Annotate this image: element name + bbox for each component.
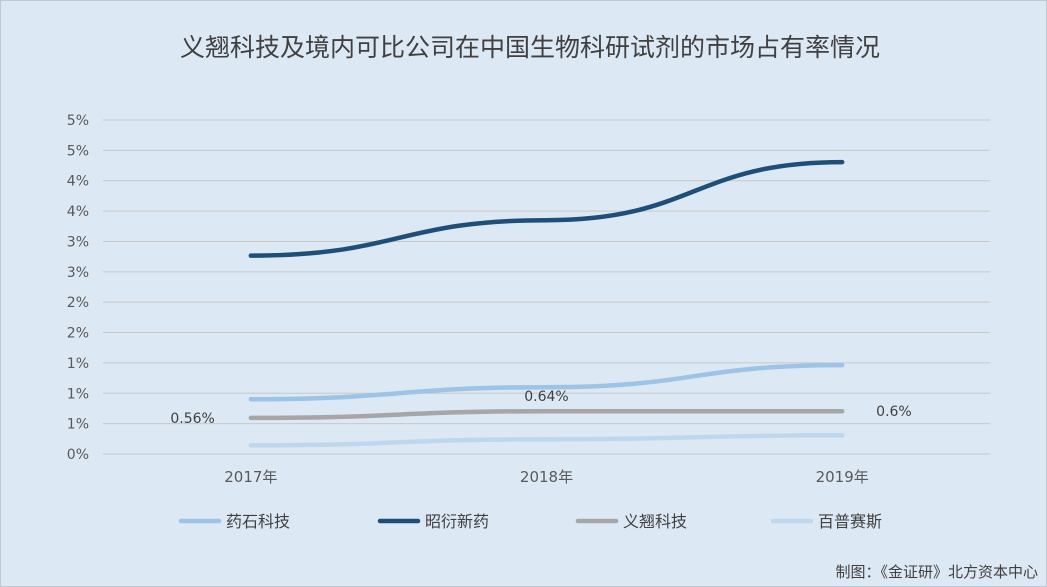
y-axis-ticks: 0% 1% 1% 1% 2% 2% 3% 3% 4% 4% 5% 5%	[67, 113, 89, 463]
y-tick-label: 0%	[67, 447, 89, 463]
data-label: 0.64%	[524, 389, 568, 405]
data-label: 0.56%	[170, 411, 214, 427]
chart-title: 义翘科技及境内可比公司在中国生物科研试剂的市场占有率情况	[180, 33, 880, 62]
data-label-layer: 0.56% 0.64% 0.6%	[170, 389, 911, 427]
data-label: 0.6%	[876, 404, 912, 420]
y-tick-label: 2%	[67, 326, 89, 342]
series-line	[248, 159, 845, 258]
y-tick-label: 5%	[67, 143, 89, 159]
x-tick-label: 2019年	[816, 468, 869, 486]
y-tick-label: 2%	[67, 295, 89, 311]
source-note: 制图：《金证研》北方资本中心	[835, 563, 1038, 581]
y-tick-label: 1%	[67, 386, 89, 402]
y-tick-label: 5%	[67, 113, 89, 129]
y-tick-label: 1%	[67, 356, 89, 372]
series-line	[248, 433, 845, 448]
legend-label: 药石科技	[226, 512, 290, 531]
legend-label: 义翘科技	[623, 512, 687, 531]
x-tick-label: 2017年	[224, 468, 277, 486]
legend: 药石科技 昭衍新药 义翘科技 百普赛斯	[178, 512, 882, 531]
grid-layer	[103, 119, 990, 455]
series-line	[248, 362, 845, 402]
x-axis-ticks: 2017年 2018年 2019年	[224, 468, 869, 486]
y-tick-label: 4%	[67, 204, 89, 220]
y-tick-label: 4%	[67, 174, 89, 190]
y-tick-label: 3%	[67, 234, 89, 250]
y-tick-label: 3%	[67, 265, 89, 281]
series-line	[248, 408, 845, 421]
series-layer	[248, 159, 845, 448]
legend-label: 百普赛斯	[818, 512, 882, 531]
x-tick-label: 2018年	[520, 468, 573, 486]
y-tick-label: 1%	[67, 417, 89, 433]
legend-label: 昭衍新药	[425, 512, 489, 531]
